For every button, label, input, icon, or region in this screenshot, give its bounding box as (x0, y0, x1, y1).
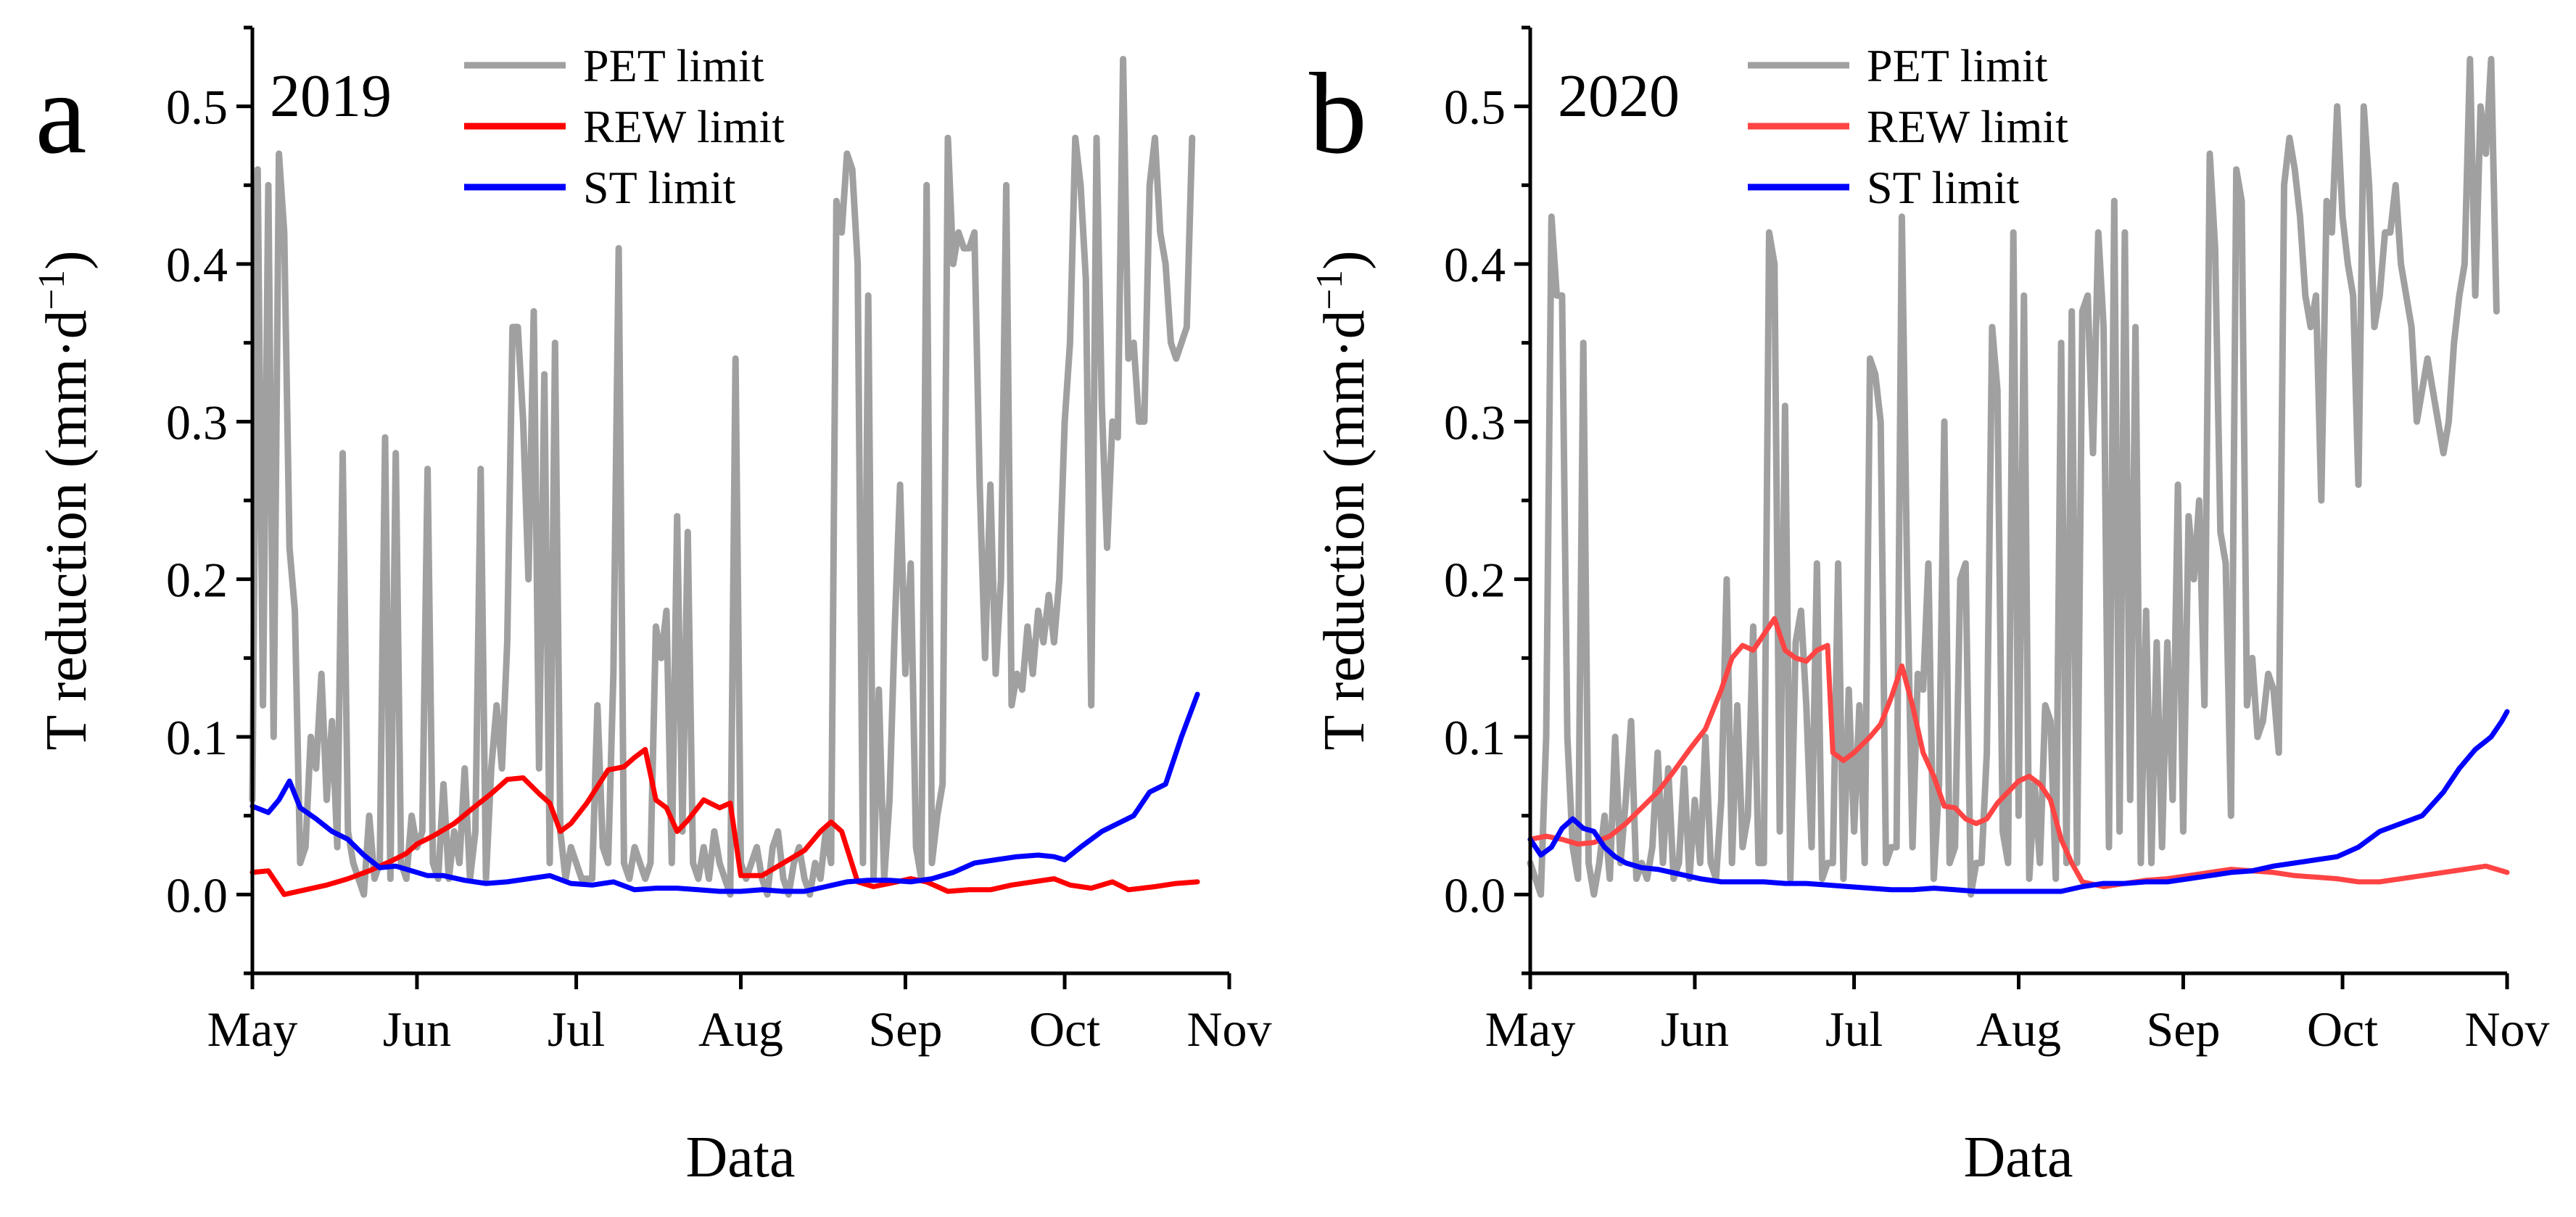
x-tick-label: Jun (383, 1002, 451, 1057)
x-tick-label: Oct (1029, 1002, 1100, 1057)
x-tick-label: Nov (2464, 1002, 2549, 1057)
panel-label: b (1309, 49, 1367, 178)
y-axis-title-main: T reduction (mm·d (35, 310, 99, 750)
series-line-pet-limit (249, 56, 1196, 898)
y-tick-label: 0.1 (1444, 710, 1506, 765)
y-tick-label: 0.4 (1444, 237, 1506, 292)
y-tick-label: 0.2 (1444, 553, 1506, 608)
y-tick-label: 0.4 (166, 237, 228, 292)
year-label: 2019 (270, 62, 392, 130)
x-tick-label: Jun (1661, 1002, 1729, 1057)
legend-label: ST limit (1867, 162, 2020, 213)
y-tick-label: 0.3 (1444, 395, 1506, 450)
panel-label: a (35, 49, 86, 178)
y-tick-label: 0.2 (166, 553, 228, 608)
y-axis-title-close: ) (35, 250, 99, 270)
y-tick-label: 0.3 (166, 395, 228, 450)
y-tick-label: 0.1 (166, 710, 228, 765)
legend-label: PET limit (583, 40, 764, 91)
y-tick-label: 0.5 (1444, 80, 1506, 135)
x-tick-label: Aug (698, 1002, 783, 1057)
y-tick-label: 0.5 (166, 80, 228, 135)
series-line-st-limit (249, 691, 1200, 894)
legend-label: REW limit (583, 101, 785, 152)
y-axis-title-sup: −1 (1309, 270, 1350, 310)
x-axis-title: Data (685, 1126, 795, 1189)
x-tick-label: Sep (868, 1002, 942, 1057)
x-tick-label: Oct (2307, 1002, 2378, 1057)
y-axis-title: T reduction (mm·d−1) (31, 250, 99, 750)
x-tick-label: Jul (548, 1002, 605, 1057)
legend-label: PET limit (1867, 40, 2048, 91)
series-line-rew-limit (1527, 616, 2510, 889)
y-tick-label: 0.0 (166, 867, 228, 923)
x-tick-label: May (1485, 1002, 1576, 1057)
series-line-st-limit (1527, 709, 2510, 894)
legend-label: REW limit (1867, 101, 2068, 152)
y-axis-title: T reduction (mm·d−1) (1309, 250, 1376, 750)
x-tick-label: Aug (1976, 1002, 2061, 1057)
x-tick-label: Jul (1825, 1002, 1883, 1057)
y-axis-title-sup: −1 (31, 270, 73, 310)
y-axis-title-close: ) (1313, 250, 1376, 270)
series-line-pet-limit (1527, 56, 2500, 898)
panel-a: 0.0 0.1 0.2 0.3 0.4 0.5 May Jun Jul Aug Sep Oct Nov D… (31, 25, 1272, 1189)
panel-b: 0.0 0.1 0.2 0.3 0.4 0.5 May Jun Jul Aug Sep Oct Nov D… (1309, 25, 2550, 1189)
year-label: 2020 (1558, 62, 1680, 130)
x-axis-title: Data (1963, 1126, 2073, 1189)
x-tick-label: May (207, 1002, 298, 1057)
x-tick-label: Sep (2146, 1002, 2220, 1057)
y-axis-title-main: T reduction (mm·d (1313, 310, 1376, 750)
legend-label: ST limit (583, 162, 736, 213)
x-tick-label: Nov (1186, 1002, 1271, 1057)
y-tick-label: 0.0 (1444, 867, 1506, 923)
series-line-rew-limit (249, 746, 1200, 897)
